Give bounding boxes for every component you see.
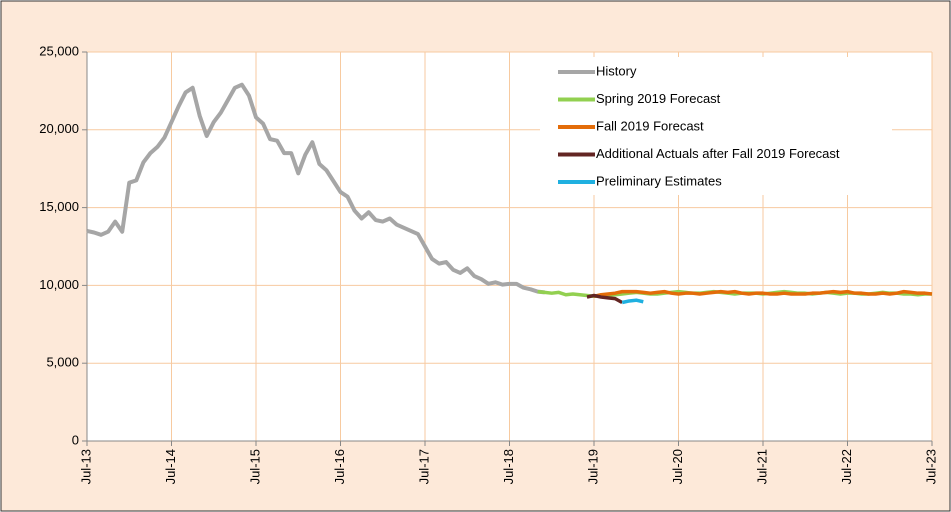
x-tick-label: Jul-15 bbox=[247, 449, 262, 484]
x-tick-label: Jul-20 bbox=[670, 449, 685, 484]
legend-label: Spring 2019 Forecast bbox=[596, 91, 721, 106]
series-line bbox=[621, 298, 644, 305]
series-line bbox=[593, 289, 933, 299]
legend-label: Fall 2019 Forecast bbox=[596, 118, 704, 133]
legend-label: History bbox=[596, 63, 637, 78]
series-line bbox=[86, 82, 545, 295]
x-tick-label: Jul-14 bbox=[163, 449, 178, 484]
x-tick-label: Jul-21 bbox=[754, 449, 769, 484]
y-tick-label: 0 bbox=[72, 432, 79, 447]
y-tick-label: 10,000 bbox=[39, 277, 79, 292]
x-tick-label: Jul-16 bbox=[332, 449, 347, 484]
legend-label: Additional Actuals after Fall 2019 Forec… bbox=[596, 146, 840, 161]
y-tick-label: 15,000 bbox=[39, 199, 79, 214]
x-tick-label: Jul-13 bbox=[78, 449, 93, 484]
legend-box bbox=[540, 57, 892, 195]
y-tick-label: 25,000 bbox=[39, 43, 79, 58]
x-tick-label: Jul-23 bbox=[923, 449, 938, 484]
y-tick-label: 5,000 bbox=[46, 355, 79, 370]
x-tick-label: Jul-19 bbox=[585, 449, 600, 484]
x-tick-label: Jul-22 bbox=[839, 449, 854, 484]
series-line bbox=[586, 293, 624, 305]
y-tick-label: 20,000 bbox=[39, 121, 79, 136]
legend-label: Preliminary Estimates bbox=[596, 173, 722, 188]
x-tick-label: Jul-17 bbox=[416, 449, 431, 484]
x-tick-label: Jul-18 bbox=[501, 449, 516, 484]
